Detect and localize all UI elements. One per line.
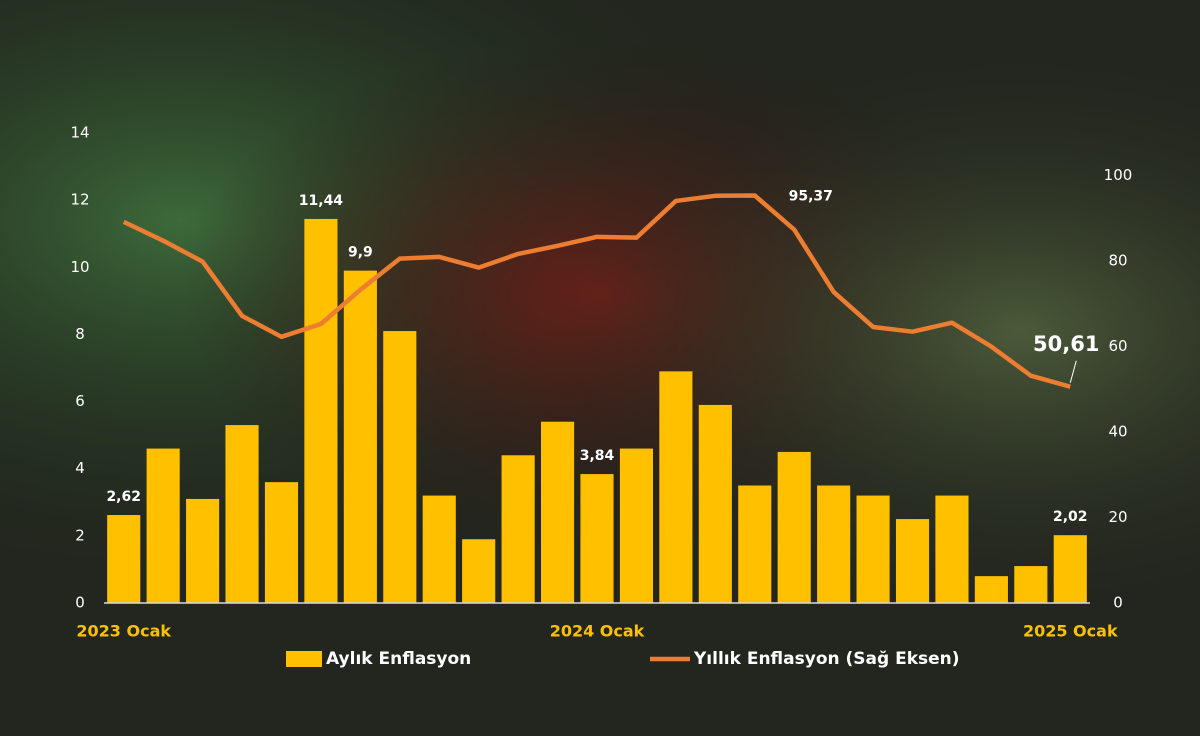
data-label: 2,62 — [106, 489, 141, 505]
y-tick-label: 6 — [75, 392, 85, 410]
x-tick-label: 2025 Ocak — [1023, 622, 1118, 641]
bar — [659, 371, 693, 603]
bar — [698, 404, 732, 603]
bar — [895, 519, 930, 603]
x-tick-label: 2024 Ocak — [550, 622, 645, 641]
bar — [383, 331, 417, 603]
data-label: 9,9 — [348, 245, 373, 261]
y-tick-label: 12 — [70, 191, 89, 209]
bar — [146, 448, 180, 603]
bar — [501, 455, 535, 603]
y2-tick-label: 80 — [1108, 252, 1127, 270]
y-tick-label: 0 — [75, 594, 85, 612]
legend-label: Aylık Enflasyon — [326, 649, 471, 669]
y-tick-label: 2 — [75, 526, 85, 544]
data-label: 95,37 — [789, 189, 833, 205]
bar — [935, 495, 969, 603]
y-tick-label: 14 — [70, 124, 89, 142]
bar — [619, 448, 654, 603]
bar — [974, 576, 1008, 603]
bar — [856, 495, 890, 603]
bar — [817, 485, 851, 603]
data-label: 2,02 — [1053, 509, 1088, 525]
bar — [580, 474, 614, 603]
y2-tick-label: 60 — [1108, 337, 1127, 355]
bar — [422, 495, 456, 603]
bar — [264, 482, 299, 603]
data-label: 50,61 — [1033, 332, 1099, 356]
y-tick-label: 10 — [70, 258, 89, 276]
bar — [225, 425, 259, 603]
bar — [107, 515, 141, 603]
bar — [777, 451, 811, 603]
bar — [304, 218, 338, 603]
bar — [1014, 566, 1048, 603]
legend-label: Yıllık Enflasyon (Sağ Eksen) — [693, 649, 960, 669]
y-tick-label: 8 — [75, 325, 85, 343]
bar — [343, 270, 377, 603]
y-tick-label: 4 — [75, 459, 85, 477]
bar — [540, 421, 575, 603]
data-label: 3,84 — [580, 448, 615, 464]
label-leader — [1069, 360, 1077, 383]
bar — [738, 485, 772, 603]
data-label: 11,44 — [299, 193, 344, 209]
bar — [186, 498, 220, 603]
x-tick-label: 2023 Ocak — [76, 622, 171, 641]
legend-swatch — [286, 651, 322, 667]
y2-tick-label: 20 — [1108, 508, 1127, 526]
bar — [1053, 535, 1087, 603]
plot: 0 2 4 6 8 10 12 14 0 20 40 60 80 100 2023 Ocak 2024 Oca… — [70, 124, 1132, 670]
y2-tick-label: 40 — [1108, 423, 1127, 441]
y2-tick-label: 0 — [1113, 594, 1123, 612]
line — [122, 193, 1071, 389]
bar — [462, 539, 496, 603]
y2-tick-label: 100 — [1104, 166, 1133, 184]
